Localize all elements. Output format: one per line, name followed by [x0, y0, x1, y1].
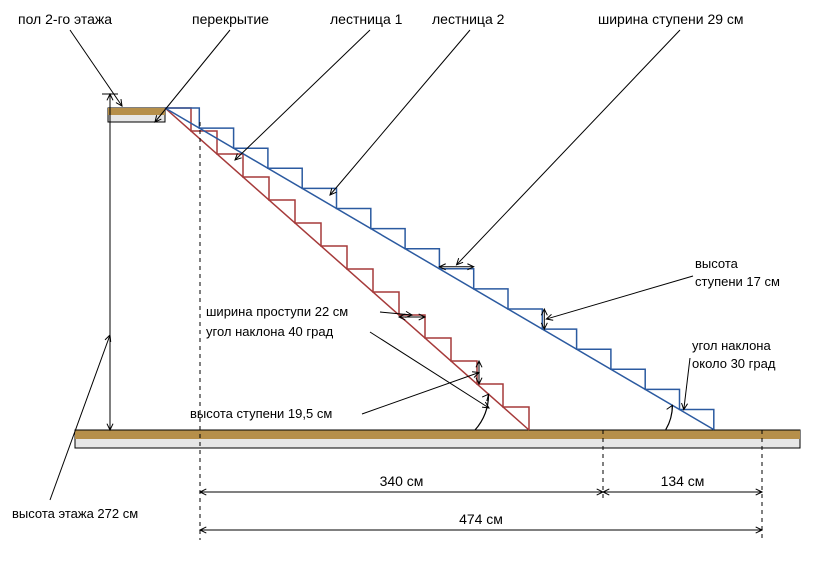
label-angle30-b: около 30 град — [692, 356, 776, 371]
label-angle30-a: угол наклона — [692, 338, 771, 353]
label-stair2-heading: лестница 2 — [432, 11, 505, 27]
slab-top — [108, 108, 165, 115]
label-rise195: высота ступени 19,5 см — [190, 406, 332, 421]
label-floor2: пол 2-го этажа — [18, 11, 112, 27]
label-tread22: ширина проступи 22 см — [206, 304, 348, 319]
label-rise17-a: высота — [695, 256, 739, 271]
label-slab: перекрытие — [192, 11, 269, 27]
label-floor-height: высота этажа 272 см — [12, 506, 138, 521]
dim-134: 134 см — [661, 473, 705, 489]
label-tread29: ширина ступени 29 см — [598, 11, 744, 27]
dim-340: 340 см — [380, 473, 424, 489]
label-angle40: угол наклона 40 град — [206, 324, 334, 339]
dim-474: 474 см — [459, 511, 503, 527]
label-rise17-b: ступени 17 см — [695, 274, 780, 289]
label-stair1-heading: лестница 1 — [330, 11, 403, 27]
floor-top — [75, 430, 800, 439]
